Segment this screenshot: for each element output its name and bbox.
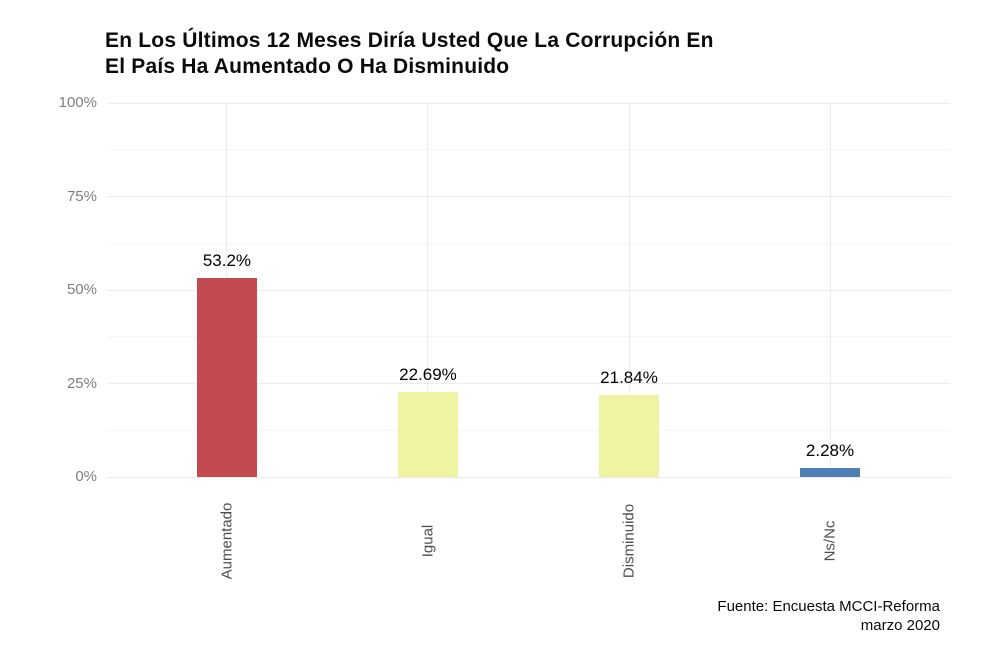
y-tick-label: 75%: [66, 187, 97, 205]
bar-ns-nc: [800, 468, 861, 477]
gridline-minor: [107, 149, 950, 151]
bar-igual: [397, 392, 458, 477]
chart-title-line1: En Los Últimos 12 Meses Diría Usted Que …: [105, 29, 714, 52]
bar-aumentado: [196, 278, 257, 477]
bar-disminuido: [599, 395, 659, 477]
bar-value-label: 2.28%: [805, 441, 855, 461]
x-tick-label: Ns/Nc: [821, 520, 839, 562]
bar-value-label: 22.69%: [399, 365, 457, 385]
gridline-minor: [107, 242, 950, 244]
chart-title: En Los Últimos 12 Meses Diría Usted Que …: [105, 28, 714, 80]
x-tick-label: Aumentado: [218, 502, 236, 580]
x-tick-label: Igual: [419, 524, 437, 558]
x-tick-label: Disminuido: [620, 503, 638, 579]
source-caption: Fuente: Encuesta MCCI-Reforma marzo 2020: [717, 597, 940, 635]
y-tick-label: 50%: [66, 281, 97, 298]
gridline-major: [107, 102, 950, 104]
gridline-major: [107, 196, 950, 197]
bar-value-label: 21.84%: [600, 368, 658, 388]
source-caption-line2: marzo 2020: [860, 617, 940, 634]
plot-panel: 0% 25% 50% 75% 100% 53.2% Aumentado 22.69% Igual…: [59, 94, 950, 579]
gridline-vertical: [829, 103, 831, 477]
chart-title-line2: El País Ha Aumentado O Ha Disminuido: [105, 55, 510, 78]
y-tick-label: 25%: [66, 374, 97, 392]
y-tick-label: 100%: [58, 94, 97, 111]
bar-value-label: 53.2%: [202, 251, 252, 271]
source-caption-line1: Fuente: Encuesta MCCI-Reforma: [717, 598, 940, 615]
y-tick-label: 0%: [75, 468, 97, 485]
